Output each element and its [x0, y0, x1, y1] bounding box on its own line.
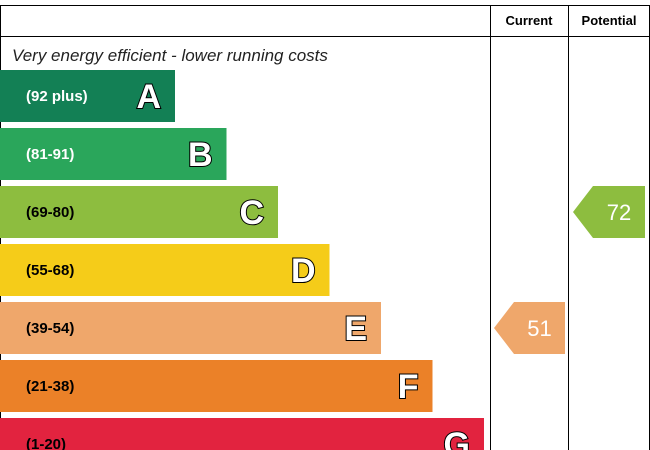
band-letter: E	[344, 310, 367, 348]
band-bar-e	[0, 302, 381, 354]
band-e: (39-54) E	[0, 302, 381, 354]
current-column-header: Current	[506, 13, 554, 28]
potential-marker-arrow	[573, 186, 645, 238]
band-letter: A	[136, 78, 161, 116]
efficiency-subtitle: Very energy efficient - lower running co…	[12, 46, 328, 65]
potential-score-value: 72	[607, 200, 631, 225]
current-score-value: 51	[527, 316, 551, 341]
band-b: (81-91) B	[0, 128, 227, 180]
band-range-label: (55-68)	[26, 262, 74, 279]
potential-column-header: Potential	[582, 13, 637, 28]
band-range-label: (39-54)	[26, 320, 74, 337]
band-f: (21-38) F	[0, 360, 433, 412]
band-bar-a	[0, 70, 175, 122]
band-bar-f	[0, 360, 433, 412]
band-g: (1-20) G	[0, 418, 484, 450]
current-marker-arrow	[494, 302, 565, 354]
band-c: (69-80) C	[0, 186, 278, 238]
band-range-label: (81-91)	[26, 146, 74, 163]
band-range-label: (1-20)	[26, 436, 66, 450]
band-d: (55-68) D	[0, 244, 330, 296]
band-letter: B	[188, 136, 213, 174]
band-range-label: (92 plus)	[26, 88, 88, 105]
band-letter: F	[398, 368, 419, 406]
band-bar-c	[0, 186, 278, 238]
rating-bands: (92 plus) A (81-91) B (69-80) C (55-68) D (39-54…	[0, 70, 484, 450]
band-a: (92 plus) A	[0, 70, 175, 122]
current-marker: 51	[494, 302, 565, 354]
band-letter: C	[239, 194, 264, 232]
band-range-label: (21-38)	[26, 378, 74, 395]
band-bar-d	[0, 244, 330, 296]
potential-marker: 72	[573, 186, 645, 238]
band-letter: D	[291, 252, 316, 290]
band-bar-g	[0, 418, 484, 450]
band-range-label: (69-80)	[26, 204, 74, 221]
band-letter: G	[444, 426, 470, 450]
band-bar-b	[0, 128, 227, 180]
score-markers: 51 72	[494, 186, 645, 354]
